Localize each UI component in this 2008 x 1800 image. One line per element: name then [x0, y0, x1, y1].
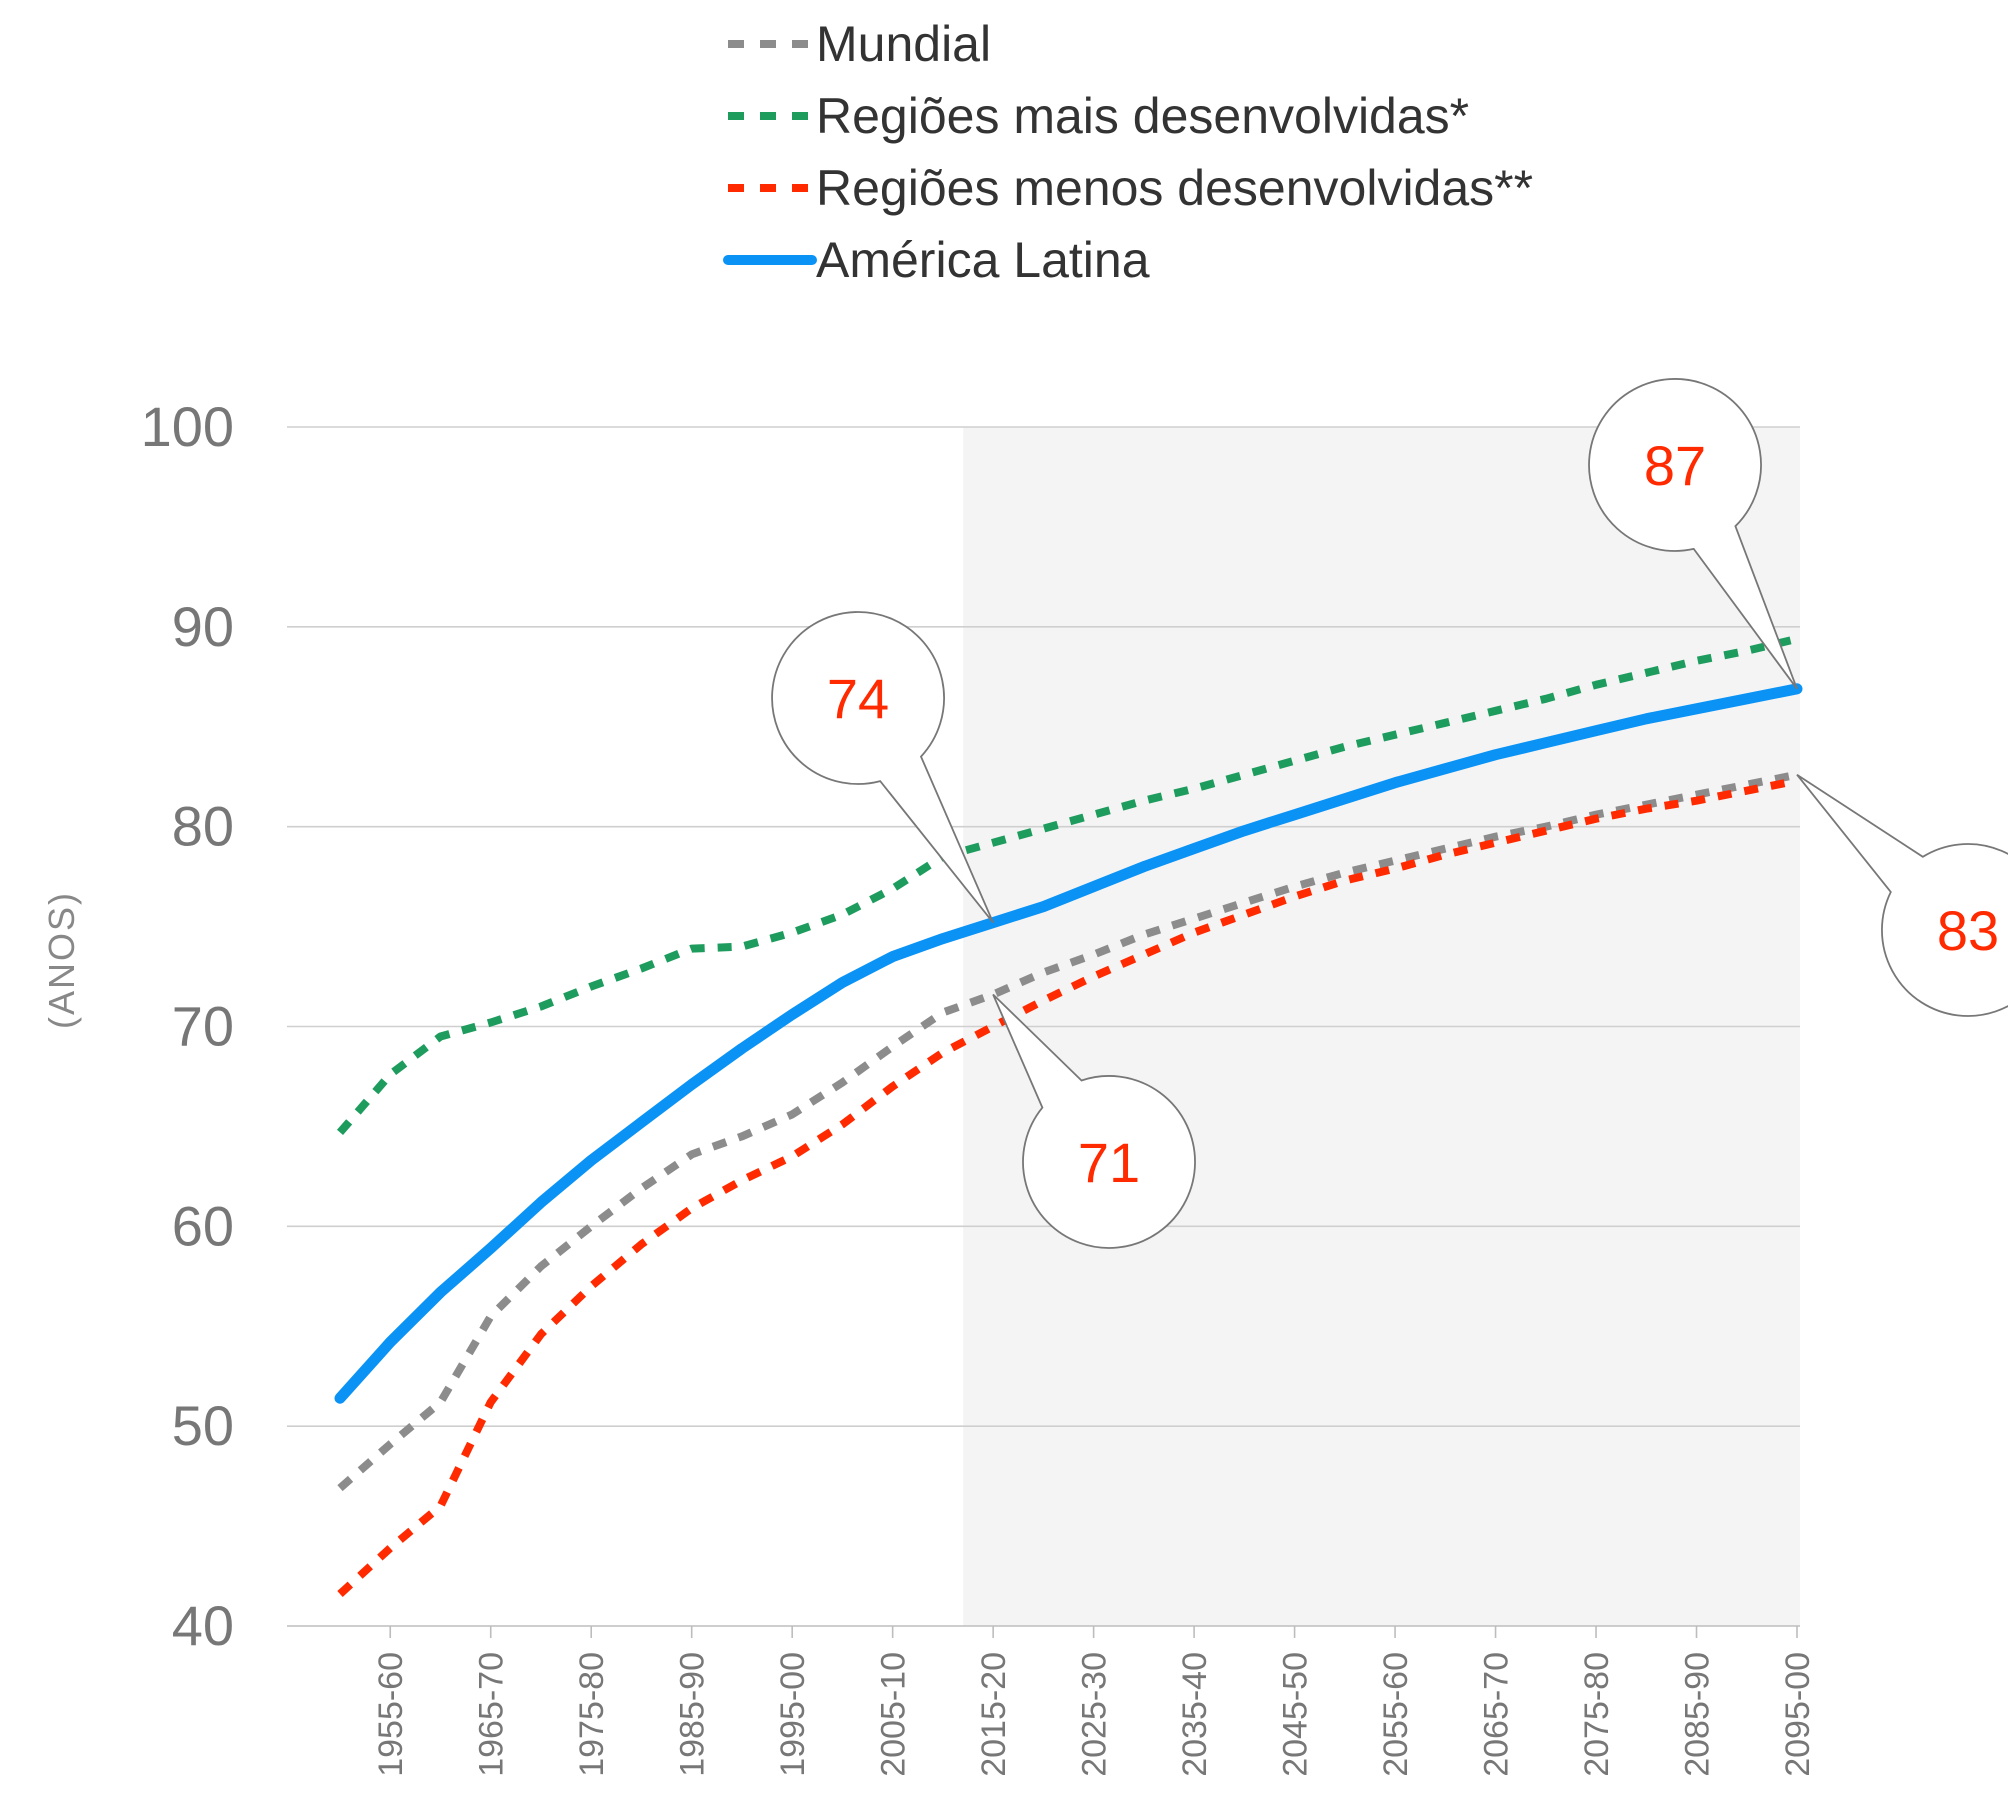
- x-tick-label: 2065-70: [1478, 1652, 1516, 1777]
- legend: Mundial Regiões mais desenvolvidas* Regiõe…: [723, 16, 1533, 288]
- x-tick-label: 1965-70: [473, 1652, 511, 1777]
- callout-bubble: [1588, 378, 1798, 690]
- x-tick-label: 2045-50: [1277, 1652, 1315, 1777]
- x-tick-label: 2035-40: [1176, 1652, 1214, 1777]
- y-ticks: 40 50 60 70 80 90 100: [141, 395, 234, 1657]
- x-tick-label: 2025-30: [1076, 1652, 1114, 1777]
- callout-label: 74: [827, 667, 889, 730]
- callout-label: 83: [1937, 899, 1999, 962]
- series-line-am-rica-latina: [334, 683, 1803, 1404]
- y-tick-label: 60: [172, 1194, 234, 1257]
- callout-74: 74: [771, 611, 994, 924]
- x-tick-label: 1995-00: [774, 1652, 812, 1777]
- y-tick-label: 90: [172, 595, 234, 658]
- x-tick-label: 2005-10: [875, 1652, 913, 1777]
- legend-label: Mundial: [816, 16, 991, 72]
- y-tick-label: 50: [172, 1394, 234, 1457]
- x-tick-label: 2055-60: [1377, 1652, 1415, 1777]
- grid-lines: [287, 426, 1800, 1627]
- x-tick-label: 1955-60: [372, 1652, 410, 1777]
- callout-bubble: [992, 993, 1196, 1249]
- series-lines: [334, 634, 1803, 1597]
- legend-label: Regiões menos desenvolvidas**: [816, 160, 1533, 216]
- callout-87: 87: [1588, 378, 1798, 690]
- callout-bubble: [771, 611, 994, 924]
- x-tick-label: 2075-80: [1578, 1652, 1616, 1777]
- legend-label: América Latina: [816, 232, 1150, 288]
- y-tick-label: 70: [172, 995, 234, 1058]
- y-axis-label: (ANOS): [41, 891, 82, 1029]
- callout-bubble: [1796, 773, 2008, 1017]
- y-tick-label: 40: [172, 1594, 234, 1657]
- series-line-mundial: [337, 770, 1798, 1492]
- series-line-regi-es-menos-desenvolvidas-: [337, 776, 1798, 1597]
- callout-83: 83: [1796, 773, 2008, 1017]
- x-tick-label: 1985-90: [674, 1652, 712, 1777]
- callout-71: 71: [992, 993, 1196, 1249]
- x-tick-label: 2085-90: [1679, 1652, 1717, 1777]
- x-tick-label: 2095-00: [1779, 1652, 1817, 1777]
- y-tick-label: 80: [172, 795, 234, 858]
- legend-label: Regiões mais desenvolvidas*: [816, 88, 1469, 144]
- x-tick-label: 1975-80: [573, 1652, 611, 1777]
- callout-label: 71: [1078, 1131, 1140, 1194]
- y-tick-label: 100: [141, 395, 234, 458]
- callouts: 74 71 87 83: [771, 378, 2008, 1249]
- callout-label: 87: [1644, 434, 1706, 497]
- x-tick-label: 2015-20: [975, 1652, 1013, 1777]
- series-line-regi-es-mais-desenvolvidas-: [336, 634, 1798, 1136]
- x-ticks: 1955-60 1965-70 1975-80 1985-90 1995-00 2005-…: [372, 1626, 1817, 1777]
